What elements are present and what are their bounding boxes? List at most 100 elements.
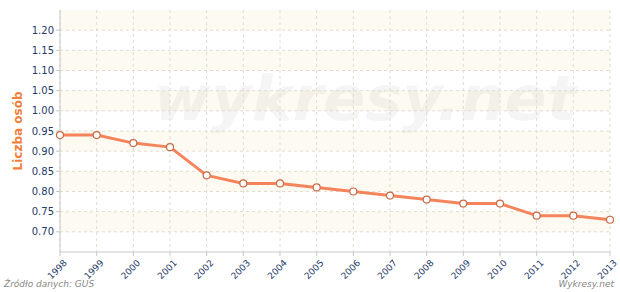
x-tick-label: 2008 <box>412 258 435 281</box>
data-point <box>570 212 577 219</box>
x-tick-label: 2007 <box>376 258 399 281</box>
y-tick-label: 0.80 <box>32 186 54 197</box>
grid-line <box>60 171 610 172</box>
grid-line <box>60 131 610 132</box>
x-tick <box>243 252 244 256</box>
y-tick <box>56 70 60 71</box>
grid-line <box>60 151 610 152</box>
y-tick-label: 1.20 <box>32 25 54 36</box>
x-tick <box>610 252 611 256</box>
y-tick-label: 0.85 <box>32 166 54 177</box>
data-point <box>423 196 430 203</box>
y-tick-label: 1.05 <box>32 85 54 96</box>
grid-line <box>60 90 610 91</box>
x-tick-label: 2012 <box>559 258 582 281</box>
x-tick <box>463 252 464 256</box>
y-tick-label: 0.95 <box>32 126 54 137</box>
grid-line <box>60 110 610 111</box>
x-tick <box>133 252 134 256</box>
x-tick-label: 2010 <box>486 258 509 281</box>
grid-line <box>60 231 610 232</box>
grid-line <box>206 10 207 252</box>
grid-line <box>316 10 317 252</box>
y-tick-label: 1.15 <box>32 45 54 56</box>
grid-line <box>390 10 391 252</box>
grid-line <box>60 191 610 192</box>
x-tick <box>60 252 61 256</box>
data-point <box>130 140 137 147</box>
x-tick <box>390 252 391 256</box>
x-tick <box>536 252 537 256</box>
x-tick-label: 2002 <box>192 258 215 281</box>
data-point <box>240 180 247 187</box>
grid-line <box>243 10 244 252</box>
x-tick-label: 1998 <box>46 258 69 281</box>
grid-line <box>170 10 171 252</box>
y-tick-label: 1.00 <box>32 105 54 116</box>
x-tick <box>206 252 207 256</box>
plot-area <box>57 132 614 224</box>
y-tick <box>56 171 60 172</box>
source-note: Źródło danych: GUS <box>3 278 94 289</box>
data-point <box>387 192 394 199</box>
data-point <box>533 212 540 219</box>
y-tick-label: 0.75 <box>32 206 54 217</box>
y-tick <box>56 90 60 91</box>
y-tick <box>56 191 60 192</box>
x-tick <box>280 252 281 256</box>
x-tick <box>573 252 574 256</box>
background-band <box>60 10 610 30</box>
y-tick <box>56 231 60 232</box>
grid-line <box>133 10 134 252</box>
x-tick-label: 2005 <box>302 258 325 281</box>
y-tick-label: 0.70 <box>32 226 54 237</box>
x-tick-label: 2006 <box>339 258 362 281</box>
x-tick-label: 2013 <box>596 258 619 281</box>
data-point <box>313 184 320 191</box>
x-tick-label: 2004 <box>266 258 289 281</box>
grid-line <box>60 50 610 51</box>
data-line <box>60 135 610 220</box>
x-tick <box>426 252 427 256</box>
x-tick <box>170 252 171 256</box>
data-point <box>167 144 174 151</box>
x-tick <box>353 252 354 256</box>
background-band <box>60 212 610 232</box>
grid-line <box>280 10 281 252</box>
y-tick <box>56 110 60 111</box>
data-point <box>350 188 357 195</box>
data-point <box>460 200 467 207</box>
grid-line <box>500 10 501 252</box>
x-tick-label: 1999 <box>82 258 105 281</box>
x-tick-label: 2000 <box>119 258 142 281</box>
x-tick-label: 2003 <box>229 258 252 281</box>
watermark: wykresy.net <box>154 62 579 135</box>
chart-svg: wykresy.net 0.70 0.75 0.80 0.85 0.90 0.95 1.00 1… <box>0 0 620 292</box>
grid-line <box>60 30 610 31</box>
data-point <box>497 200 504 207</box>
data-point <box>93 132 100 139</box>
x-tick <box>500 252 501 256</box>
grid-line <box>426 10 427 252</box>
y-tick <box>56 50 60 51</box>
data-point <box>277 180 284 187</box>
grid-line <box>60 70 610 71</box>
y-axis-label: Liczba osób <box>11 91 25 170</box>
data-point <box>57 132 64 139</box>
y-tick-label: 0.90 <box>32 146 54 157</box>
x-tick <box>96 252 97 256</box>
x-tick <box>316 252 317 256</box>
grid-line <box>463 10 464 252</box>
x-tick-label: 2001 <box>156 258 179 281</box>
y-tick <box>56 211 60 212</box>
data-point <box>607 216 614 223</box>
x-tick-label: 2009 <box>449 258 472 281</box>
x-tick-label: 2011 <box>522 258 545 281</box>
y-tick <box>56 30 60 31</box>
grid-line <box>353 10 354 252</box>
data-point <box>203 172 210 179</box>
chart-container: wykresy.net 0.70 0.75 0.80 0.85 0.90 0.95 1.00 1… <box>0 0 620 292</box>
y-tick <box>56 151 60 152</box>
y-tick-label: 1.10 <box>32 65 54 76</box>
credit: Wykresy.net <box>558 279 614 289</box>
